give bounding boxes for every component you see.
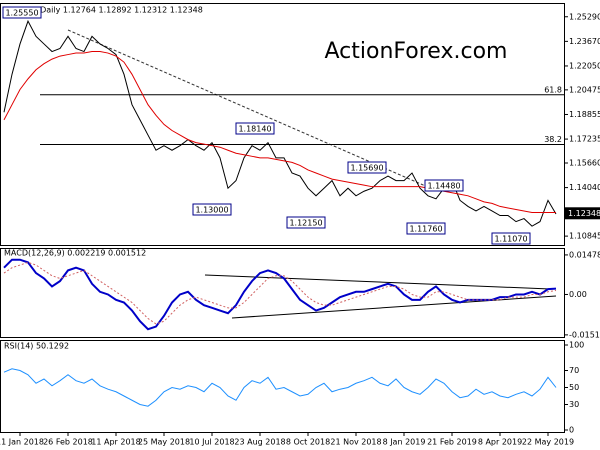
price-label-box xyxy=(235,122,275,135)
y-tick-label: 1.18855 xyxy=(569,110,600,119)
series-line xyxy=(3,261,557,325)
trend-line xyxy=(67,29,431,189)
x-tick-label: 11 Jan 2018 xyxy=(0,438,44,447)
price-label-box xyxy=(347,161,387,174)
y-tick-label: -0.015107 xyxy=(569,330,600,339)
x-tick-label: 22 May 2019 xyxy=(522,438,574,447)
price-panel xyxy=(0,3,565,246)
x-tick-label: 26 Feb 2018 xyxy=(43,438,93,447)
macd-title: MACD(12,26,9) 0.002219 0.001512 xyxy=(4,249,146,258)
x-tick-label: 11 Apr 2018 xyxy=(91,438,140,447)
y-tick-label: 0.014786 xyxy=(569,250,600,259)
price-label: 1.13000 xyxy=(195,206,228,215)
price-label: 1.11070 xyxy=(494,235,527,244)
last-price: 1.12348 xyxy=(568,209,600,218)
y-tick-label: 0.00 xyxy=(569,290,587,299)
x-tick-label: 23 Aug 2018 xyxy=(234,438,285,447)
rsi-panel xyxy=(0,340,565,433)
price-label-box xyxy=(424,179,464,192)
x-tick-label: 21 Nov 2018 xyxy=(330,438,381,447)
price-label-box xyxy=(286,216,326,229)
last-price-box xyxy=(565,207,600,220)
price-label-box xyxy=(406,222,446,235)
y-tick-label: 1.25290 xyxy=(569,12,600,21)
price-label-box xyxy=(491,232,531,245)
rsi-title: RSI(14) 50.1292 xyxy=(4,342,69,351)
y-tick-label: 1.20475 xyxy=(569,85,600,94)
price-label: 1.18140 xyxy=(238,125,271,134)
x-tick-label: 21 Feb 2019 xyxy=(427,438,477,447)
watermark: ActionForex.com xyxy=(325,39,508,64)
price-label: 1.11760 xyxy=(409,225,442,234)
fib-label: 38.2 xyxy=(544,135,562,144)
y-tick-label: 30 xyxy=(569,400,579,409)
price-title: EURUSD,Daily 1.12764 1.12892 1.12312 1.1… xyxy=(4,6,203,15)
y-tick-label: 1.15660 xyxy=(569,158,600,167)
price-label-box xyxy=(2,6,42,19)
price-label: 1.14480 xyxy=(427,182,460,191)
x-tick-label: 8 Apr 2019 xyxy=(478,438,522,447)
y-tick-label: 1.23670 xyxy=(569,37,600,46)
x-tick-label: 8 Jan 2019 xyxy=(383,438,426,447)
price-label: 1.12150 xyxy=(289,219,322,228)
triangle-upper xyxy=(204,274,551,290)
x-tick-label: 10 Jul 2018 xyxy=(189,438,234,447)
x-tick-label: 25 May 2018 xyxy=(138,438,190,447)
y-tick-label: 0 xyxy=(569,426,574,435)
price-label: 1.15690 xyxy=(350,164,383,173)
price-label-box xyxy=(192,203,232,216)
series-line xyxy=(3,51,556,214)
series-line xyxy=(3,19,557,227)
macd-panel xyxy=(0,248,565,338)
x-tick-label: 8 Oct 2018 xyxy=(286,438,330,447)
y-tick-label: 1.14040 xyxy=(569,183,600,192)
price-label: 1.25550 xyxy=(5,9,38,18)
y-tick-label: 70 xyxy=(569,366,579,375)
y-tick-label: 1.10845 xyxy=(569,232,600,241)
y-tick-label: 50 xyxy=(569,383,579,392)
y-tick-label: 1.17235 xyxy=(569,135,600,144)
y-tick-label: 1.22050 xyxy=(569,61,600,70)
series-line xyxy=(3,368,557,407)
fib-label: 61.8 xyxy=(544,85,562,94)
y-tick-label: 100 xyxy=(569,341,584,350)
